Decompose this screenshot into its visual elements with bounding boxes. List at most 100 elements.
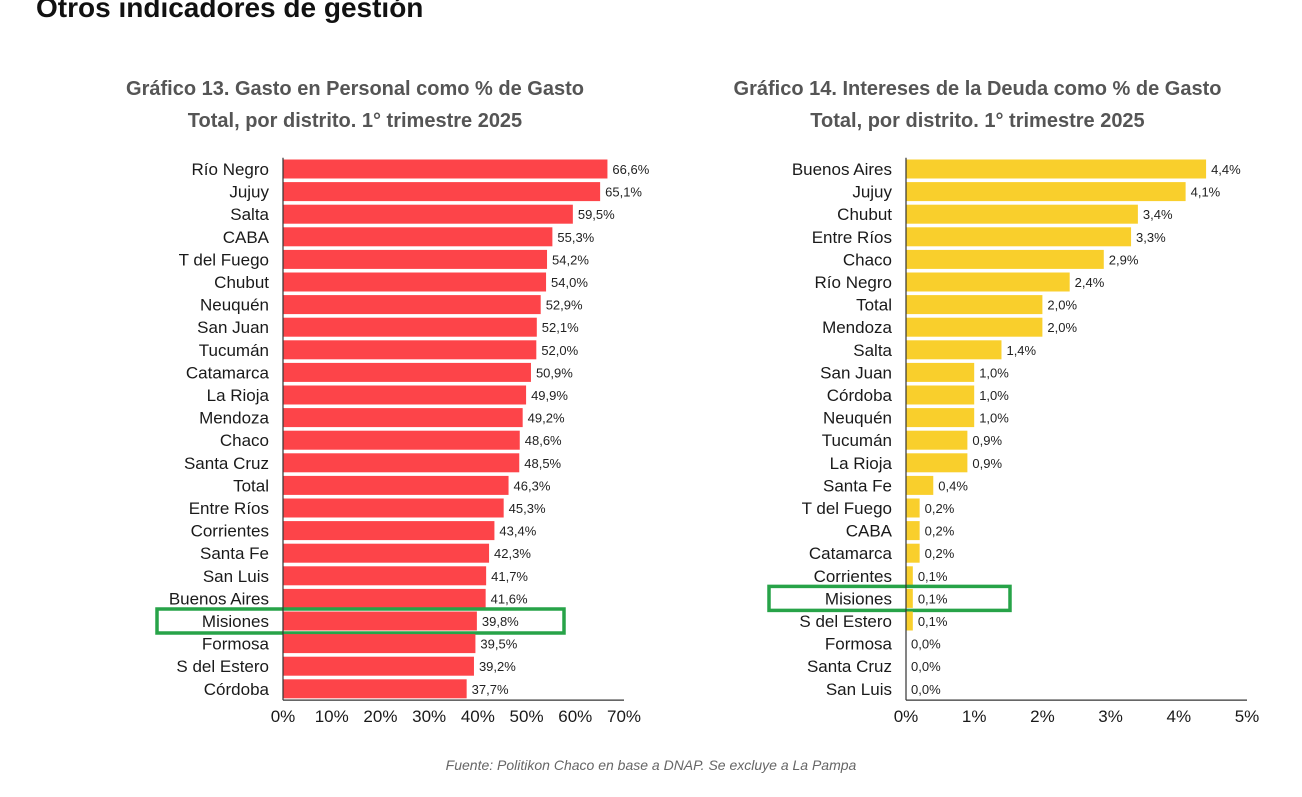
category-label: S del Estero	[176, 657, 269, 676]
value-label: 41,6%	[491, 591, 528, 606]
bar	[906, 227, 1132, 247]
value-label: 46,3%	[514, 478, 551, 493]
value-label: 45,3%	[509, 501, 546, 516]
category-label: T del Fuego	[802, 499, 892, 518]
value-label: 4,1%	[1191, 185, 1221, 200]
bar	[283, 453, 520, 473]
value-label: 2,9%	[1109, 252, 1139, 267]
highlight-box	[767, 584, 1012, 613]
bar	[283, 182, 601, 202]
bar	[283, 611, 477, 631]
value-label: 66,6%	[612, 162, 649, 177]
category-label: Buenos Aires	[169, 589, 269, 608]
highlight-box	[155, 607, 566, 635]
category-label: Neuquén	[200, 296, 269, 315]
category-label: S del Estero	[799, 612, 892, 631]
value-label: 0,1%	[918, 614, 948, 629]
x-tick-label: 10%	[315, 707, 349, 726]
category-label: Total	[856, 296, 892, 315]
bar	[283, 340, 537, 360]
value-label: 48,6%	[525, 433, 562, 448]
bar	[283, 498, 504, 518]
category-label: Chubut	[214, 273, 269, 292]
value-label: 49,2%	[528, 411, 565, 426]
chart-14-title: Gráfico 14. Intereses de la Deuda como %…	[700, 73, 1255, 137]
value-label: 0,2%	[925, 524, 955, 539]
x-tick-label: 4%	[1167, 707, 1192, 726]
value-label: 2,0%	[1047, 320, 1077, 335]
x-tick-label: 0%	[271, 707, 296, 726]
value-label: 37,7%	[472, 682, 509, 697]
bar	[906, 611, 913, 631]
bar	[906, 588, 913, 608]
category-label: Córdoba	[827, 386, 893, 405]
bar	[906, 385, 975, 405]
category-label: San Luis	[826, 680, 892, 699]
bar	[283, 634, 476, 654]
category-label: San Juan	[197, 318, 269, 337]
value-label: 1,4%	[1006, 343, 1036, 358]
value-label: 1,0%	[979, 365, 1009, 380]
value-label: 52,0%	[541, 343, 578, 358]
category-label: Córdoba	[204, 680, 270, 699]
bar	[906, 475, 934, 495]
category-label: Corrientes	[191, 522, 269, 541]
bar	[906, 498, 920, 518]
value-label: 65,1%	[605, 185, 642, 200]
bar	[283, 475, 509, 495]
value-label: 0,4%	[938, 478, 968, 493]
category-label: Misiones	[202, 612, 269, 631]
category-label: Misiones	[825, 589, 892, 608]
category-label: Catamarca	[809, 544, 893, 563]
value-label: 0,2%	[925, 501, 955, 516]
x-tick-label: 0%	[894, 707, 919, 726]
bar	[283, 317, 537, 337]
category-label: Neuquén	[823, 409, 892, 428]
bar	[283, 656, 474, 676]
value-label: 0,9%	[972, 456, 1002, 471]
bar	[283, 408, 523, 428]
bar	[283, 362, 531, 382]
chart-14-title-line-1: Gráfico 14. Intereses de la Deuda como %…	[733, 78, 1222, 100]
bar	[283, 588, 486, 608]
bar	[906, 543, 920, 563]
bar	[906, 204, 1138, 224]
value-label: 1,0%	[979, 411, 1009, 426]
category-label: Tucumán	[822, 431, 892, 450]
x-tick-label: 20%	[363, 707, 397, 726]
bar	[906, 182, 1186, 202]
category-label: Salta	[853, 341, 892, 360]
bar	[283, 385, 527, 405]
category-label: Entre Ríos	[189, 499, 269, 518]
value-label: 0,0%	[911, 659, 941, 674]
category-label: San Juan	[820, 363, 892, 382]
bar	[283, 295, 541, 315]
category-label: Río Negro	[815, 273, 892, 292]
bar	[283, 679, 467, 699]
chart-14-title-line-2: Total, por distrito. 1° trimestre 2025	[810, 110, 1145, 132]
category-label: CABA	[846, 522, 893, 541]
value-label: 3,3%	[1136, 230, 1166, 245]
value-label: 43,4%	[499, 524, 536, 539]
source-note: Fuente: Politikon Chaco en base a DNAP. …	[445, 757, 857, 773]
value-label: 54,0%	[551, 275, 588, 290]
bar	[906, 362, 975, 382]
category-label: San Luis	[203, 567, 269, 586]
x-tick-label: 50%	[510, 707, 544, 726]
chart-13-title: Gráfico 13. Gasto en Personal como % de …	[90, 73, 620, 137]
category-label: Entre Ríos	[812, 228, 892, 247]
category-label: Total	[233, 476, 269, 495]
bar	[283, 159, 608, 179]
bar	[283, 430, 520, 450]
category-label: Jujuy	[229, 183, 269, 202]
bar	[906, 453, 968, 473]
bar	[283, 272, 547, 292]
category-label: Jujuy	[852, 183, 892, 202]
bar	[283, 249, 548, 269]
x-tick-label: 2%	[1030, 707, 1055, 726]
category-label: Mendoza	[199, 409, 269, 428]
value-label: 39,5%	[480, 637, 517, 652]
category-label: Río Negro	[192, 160, 269, 179]
